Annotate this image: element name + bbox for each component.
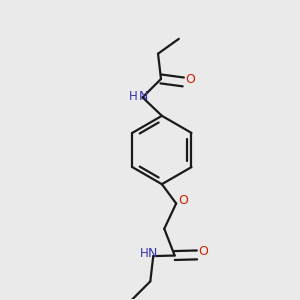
Text: N: N: [139, 90, 148, 103]
Text: O: O: [185, 73, 195, 86]
Text: N: N: [148, 247, 158, 260]
Text: O: O: [178, 194, 188, 207]
Text: H: H: [129, 90, 137, 103]
Text: O: O: [199, 245, 208, 258]
Text: H: H: [140, 247, 148, 260]
